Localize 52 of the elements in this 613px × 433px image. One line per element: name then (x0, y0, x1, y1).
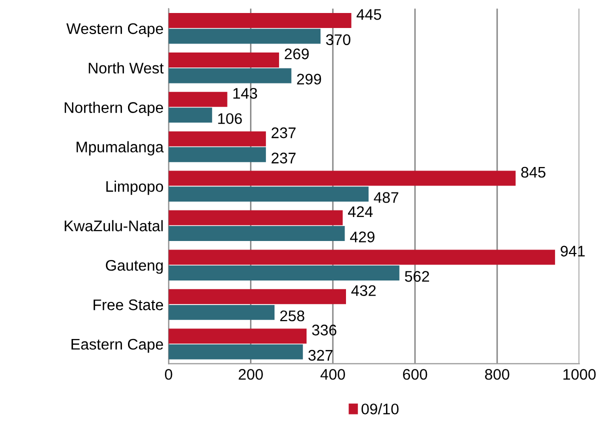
bar (168, 131, 266, 146)
data-label: 336 (312, 324, 336, 336)
data-label: 106 (218, 113, 242, 124)
y-tick-label: Gauteng (106, 260, 163, 274)
y-tick-label: Eastern Cape (72, 338, 164, 353)
bar (168, 28, 321, 44)
x-tick-label: 600 (403, 368, 428, 380)
bar (168, 344, 303, 360)
y-tick-label: Limpopo (106, 180, 164, 195)
bar (168, 210, 343, 226)
data-label: 299 (297, 74, 322, 85)
bar (168, 170, 516, 186)
y-tick-label: Western Cape (66, 23, 164, 38)
data-label: 487 (374, 192, 398, 203)
bar (168, 52, 280, 68)
x-tick-label: 0 (164, 368, 172, 380)
x-tick-label: 200 (238, 368, 263, 380)
data-label: 269 (284, 48, 309, 60)
bar (168, 328, 307, 344)
bar (168, 304, 275, 320)
y-tick-label: Free State (94, 299, 164, 310)
data-label: 143 (233, 88, 258, 99)
x-tick-label: 1000 (563, 368, 596, 380)
legend-label: 09/10 (362, 403, 399, 414)
bar (168, 68, 292, 84)
data-label: 424 (348, 206, 373, 217)
data-label: 370 (326, 34, 350, 46)
x-tick-label: 400 (320, 368, 346, 380)
data-label: 327 (308, 350, 333, 361)
y-tick-label: Northern Cape (64, 102, 164, 116)
bar (168, 92, 228, 107)
data-label: 445 (356, 9, 382, 20)
data-label: 562 (404, 271, 430, 282)
data-label: 237 (272, 152, 296, 164)
x-tick-label: 800 (485, 368, 510, 380)
bar (168, 13, 352, 28)
bar (168, 289, 346, 304)
data-label: 429 (350, 232, 374, 242)
y-tick-label: Mpumalanga (76, 141, 164, 156)
data-label: 941 (560, 246, 585, 257)
data-label: 432 (351, 285, 376, 296)
bar (168, 108, 212, 123)
data-label: 258 (280, 310, 304, 322)
bar (168, 265, 400, 280)
y-tick-label: KwaZulu-Natal (64, 220, 163, 232)
data-label: 845 (521, 166, 546, 178)
bar (168, 186, 369, 202)
bar (168, 147, 266, 162)
bar (168, 250, 556, 265)
data-label: 237 (272, 127, 296, 138)
y-tick-label: North West (88, 62, 164, 74)
bar (168, 226, 345, 242)
